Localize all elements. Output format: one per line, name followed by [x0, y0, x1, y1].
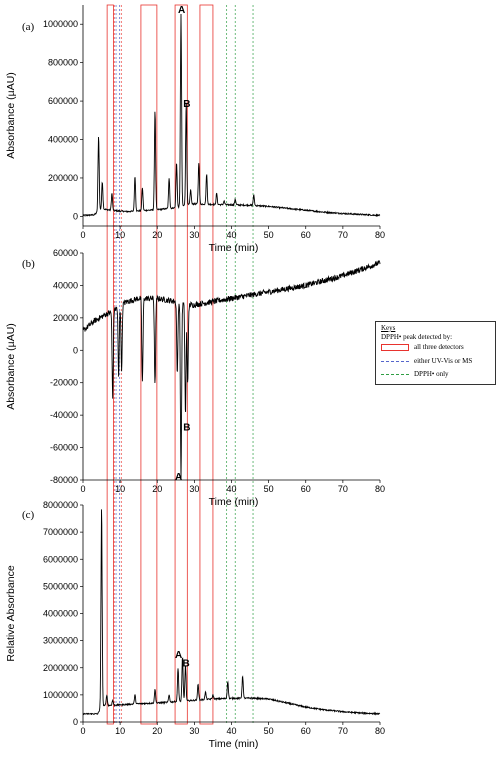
y-tick-label: 7000000	[43, 527, 78, 537]
x-tick-label: 80	[375, 484, 385, 494]
y-tick-label: 60000	[53, 248, 78, 258]
y-axis-label: Absorbance (µAU)	[5, 323, 17, 410]
y-tick-label: 1000000	[43, 19, 78, 29]
y-tick-label: 1000000	[43, 690, 78, 700]
peak-label-A: A	[175, 650, 182, 661]
y-tick-label: 400000	[48, 135, 78, 145]
y-tick-label: 0	[73, 211, 78, 221]
x-axis-label: Time (min)	[209, 496, 259, 508]
x-tick-label: 50	[264, 484, 274, 494]
x-tick-label: 10	[115, 484, 125, 494]
y-tick-label: 800000	[48, 58, 78, 68]
chromatogram-trace	[82, 260, 381, 481]
x-axis-label: Time (min)	[209, 738, 259, 750]
y-axis-label: Absorbance (µAU)	[5, 72, 17, 159]
x-tick-label: 70	[338, 230, 348, 240]
x-tick-label: 30	[189, 484, 199, 494]
x-tick-label: 10	[115, 726, 125, 736]
x-tick-label: 0	[80, 230, 85, 240]
y-tick-label: 200000	[48, 173, 78, 183]
y-tick-label: 40000	[53, 280, 78, 290]
x-tick-label: 50	[264, 726, 274, 736]
y-tick-label: -40000	[50, 410, 78, 420]
y-axis-label: Relative Absorbance	[5, 565, 17, 661]
x-tick-label: 80	[375, 726, 385, 736]
panel-tag: (c)	[22, 509, 35, 521]
x-tick-label: 70	[338, 726, 348, 736]
panel-tag: (a)	[22, 21, 35, 33]
legend: Keys DPPH• peak detected by: all three d…	[375, 321, 496, 385]
x-tick-label: 20	[152, 484, 162, 494]
legend-label: either UV-Vis or MS	[414, 357, 473, 365]
peak-label-A: A	[178, 5, 185, 16]
y-tick-label: 0	[73, 717, 78, 727]
legend-swatch-green-dash	[381, 374, 409, 375]
y-tick-label: 20000	[53, 313, 78, 323]
y-tick-label: 6000000	[43, 554, 78, 564]
x-tick-label: 10	[115, 230, 125, 240]
y-tick-label: 600000	[48, 96, 78, 106]
panel-tag: (b)	[22, 258, 35, 270]
legend-subtitle: DPPH• peak detected by:	[381, 333, 453, 341]
y-tick-label: -60000	[50, 443, 78, 453]
x-tick-label: 0	[80, 484, 85, 494]
x-axis-label: Time (min)	[209, 242, 259, 254]
x-tick-label: 60	[301, 230, 311, 240]
x-tick-label: 70	[338, 484, 348, 494]
peak-label-B: B	[183, 99, 190, 110]
y-tick-label: 2000000	[43, 663, 78, 673]
legend-label: all three detectors	[414, 343, 464, 351]
x-tick-label: 40	[226, 230, 236, 240]
x-tick-label: 30	[189, 726, 199, 736]
y-tick-label: -20000	[50, 378, 78, 388]
peak-label-B: B	[182, 658, 189, 669]
panel-2: -80000 -60000 -40000 -20000 0 20000 40000 60000…	[5, 248, 385, 508]
chromatogram-trace	[82, 13, 381, 218]
legend-swatch-red-box	[381, 344, 409, 351]
legend-title: Keys	[381, 324, 396, 332]
legend-swatch-blue-dash	[381, 361, 409, 362]
legend-item-dpph-only: DPPH• only	[381, 370, 495, 379]
legend-label: DPPH• only	[414, 370, 449, 378]
y-tick-label: 3000000	[43, 636, 78, 646]
panel-1: 0 200000 400000 600000 800000 1000000 0 10 20 30 4…	[5, 5, 385, 254]
y-tick-label: 0	[73, 345, 78, 355]
y-tick-label: 5000000	[43, 581, 78, 591]
detection-box-all-three	[199, 4, 214, 725]
panel-3: 0 1000000 2000000 3000000 4000000 5000000 6000…	[5, 500, 385, 750]
x-tick-label: 20	[152, 726, 162, 736]
x-tick-label: 0	[80, 726, 85, 736]
x-tick-label: 40	[226, 726, 236, 736]
x-tick-label: 50	[264, 230, 274, 240]
x-tick-label: 40	[226, 484, 236, 494]
x-tick-label: 60	[301, 726, 311, 736]
detection-box-all-three	[140, 4, 158, 725]
chromatogram-trace	[82, 509, 381, 716]
x-tick-label: 60	[301, 484, 311, 494]
x-tick-label: 80	[375, 230, 385, 240]
x-tick-label: 20	[152, 230, 162, 240]
y-tick-label: 8000000	[43, 500, 78, 510]
legend-item-either: either UV-Vis or MS	[381, 357, 495, 366]
peak-label-B: B	[183, 422, 190, 433]
peak-label-A: A	[175, 472, 182, 483]
x-tick-label: 30	[189, 230, 199, 240]
y-tick-label: 4000000	[43, 609, 78, 619]
y-tick-label: -80000	[50, 475, 78, 485]
legend-item-all-three: all three detectors	[381, 343, 495, 352]
